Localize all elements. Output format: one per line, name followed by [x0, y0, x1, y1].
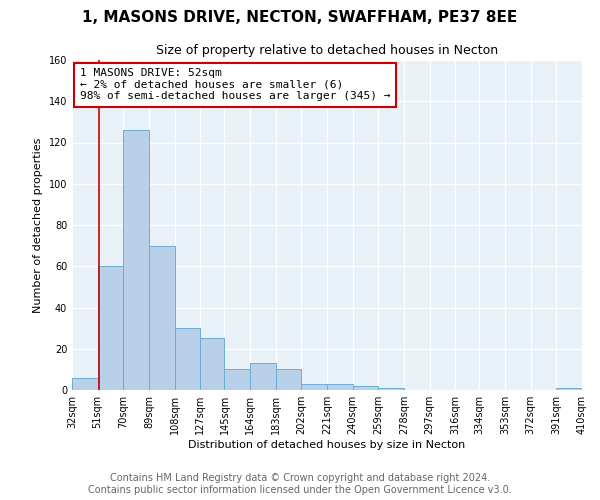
Bar: [175, 328, 200, 390]
Bar: [327, 384, 353, 390]
Text: 1 MASONS DRIVE: 52sqm
← 2% of detached houses are smaller (6)
98% of semi-detach: 1 MASONS DRIVE: 52sqm ← 2% of detached h…: [80, 68, 390, 102]
Bar: [378, 388, 404, 390]
Text: Contains HM Land Registry data © Crown copyright and database right 2024.
Contai: Contains HM Land Registry data © Crown c…: [88, 474, 512, 495]
Bar: [224, 370, 250, 390]
Bar: [250, 363, 276, 390]
X-axis label: Distribution of detached houses by size in Necton: Distribution of detached houses by size …: [188, 440, 466, 450]
Bar: [556, 388, 582, 390]
Text: 1, MASONS DRIVE, NECTON, SWAFFHAM, PE37 8EE: 1, MASONS DRIVE, NECTON, SWAFFHAM, PE37 …: [82, 10, 518, 25]
Title: Size of property relative to detached houses in Necton: Size of property relative to detached ho…: [156, 44, 498, 58]
Bar: [123, 130, 149, 390]
Bar: [276, 370, 301, 390]
Bar: [200, 338, 224, 390]
Bar: [353, 386, 378, 390]
Bar: [72, 378, 98, 390]
Bar: [98, 266, 123, 390]
Bar: [149, 246, 175, 390]
Bar: [301, 384, 327, 390]
Y-axis label: Number of detached properties: Number of detached properties: [33, 138, 43, 312]
